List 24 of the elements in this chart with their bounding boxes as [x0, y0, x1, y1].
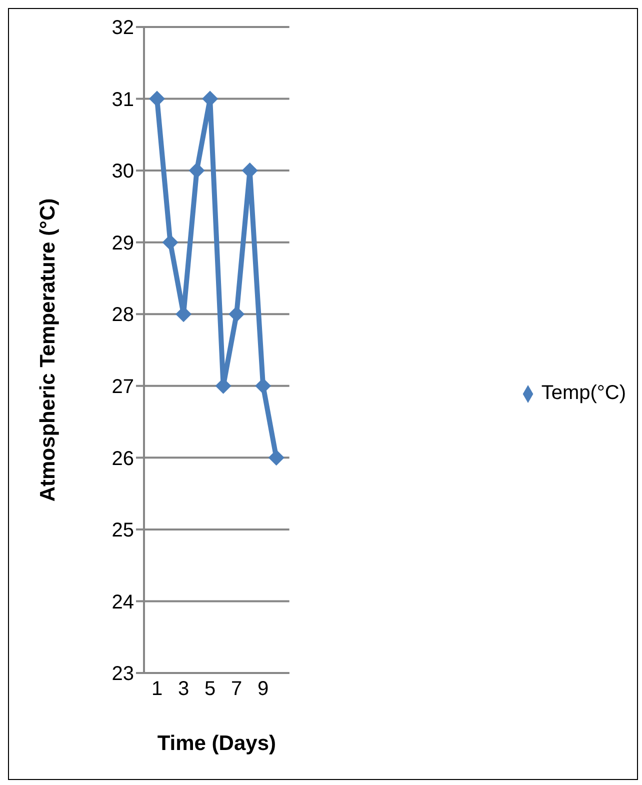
y-tick-label: 27 [112, 376, 134, 398]
x-tick-label: 3 [178, 678, 190, 700]
point [255, 378, 272, 394]
x-tick-label: 5 [204, 678, 216, 700]
y-tick-label: 26 [112, 448, 134, 470]
y-tick-label: 32 [112, 17, 134, 40]
point [228, 306, 245, 322]
x-tick-label: 9 [258, 678, 269, 700]
y-tick-label: 28 [112, 304, 134, 326]
y-tick-label: 30 [112, 160, 134, 183]
y-axis-title: Atmospheric Temperature (°C) [36, 198, 60, 502]
y-tick-label: 31 [112, 88, 134, 111]
x-tick-label: 1 [151, 678, 163, 700]
point [162, 234, 178, 250]
y-tick-label: 29 [112, 232, 134, 254]
y-tick-label: 23 [112, 663, 134, 686]
y-tick-label: 25 [112, 520, 134, 542]
legend-label: Temp(°C) [541, 382, 626, 404]
x-tick-label: 7 [230, 678, 242, 700]
y-tick-label: 24 [112, 591, 134, 614]
point [268, 450, 284, 466]
point [188, 162, 205, 179]
point [149, 90, 165, 107]
x-axis-title: Time (Days) [157, 732, 276, 755]
